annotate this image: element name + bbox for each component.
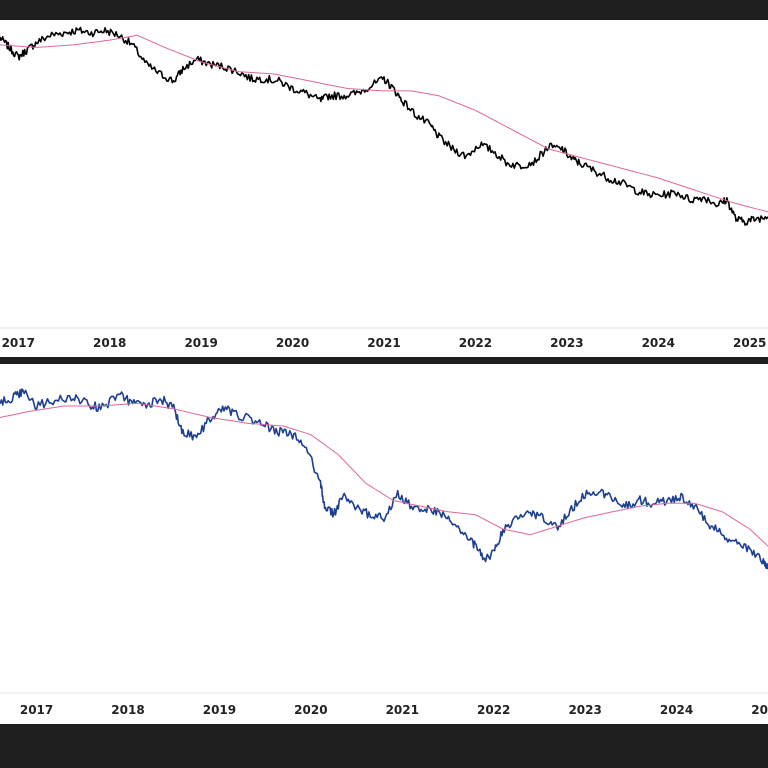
x-tick-label: 2022 bbox=[459, 336, 492, 350]
x-tick-label: 2018 bbox=[93, 336, 126, 350]
chart-panel-top: 2017 2018 2019 2020 2021 2022 2023 2024 2025 bbox=[0, 20, 768, 357]
x-tick-label: 2024 bbox=[660, 703, 693, 717]
chart-top-svg: 2017 2018 2019 2020 2021 2022 2023 2024 2025 bbox=[0, 26, 768, 350]
x-tick-label: 2021 bbox=[386, 703, 419, 717]
price-series-line bbox=[0, 26, 768, 226]
x-tick-label: 2025 bbox=[733, 336, 766, 350]
x-tick-label: 2020 bbox=[276, 336, 309, 350]
x-tick-label: 2017 bbox=[20, 703, 53, 717]
moving-average-line bbox=[0, 402, 768, 547]
moving-average-line bbox=[0, 34, 768, 213]
chart-bottom-svg: 2017 2018 2019 2020 2021 2022 2023 2024 2025 bbox=[0, 388, 768, 717]
chart-panel-bottom: 2017 2018 2019 2020 2021 2022 2023 2024 2025 bbox=[0, 364, 768, 724]
x-tick-label: 2020 bbox=[294, 703, 327, 717]
x-tick-label: 2023 bbox=[550, 336, 583, 350]
price-series-line bbox=[0, 388, 768, 570]
x-tick-label: 2022 bbox=[477, 703, 510, 717]
x-tick-label: 2019 bbox=[203, 703, 236, 717]
x-tick-label: 2017 bbox=[2, 336, 35, 350]
x-tick-label: 2024 bbox=[642, 336, 675, 350]
x-tick-label: 2019 bbox=[184, 336, 217, 350]
x-tick-label: 2021 bbox=[367, 336, 400, 350]
x-tick-label: 2018 bbox=[111, 703, 144, 717]
x-tick-label: 2025 bbox=[751, 703, 768, 717]
x-tick-label: 2023 bbox=[568, 703, 601, 717]
